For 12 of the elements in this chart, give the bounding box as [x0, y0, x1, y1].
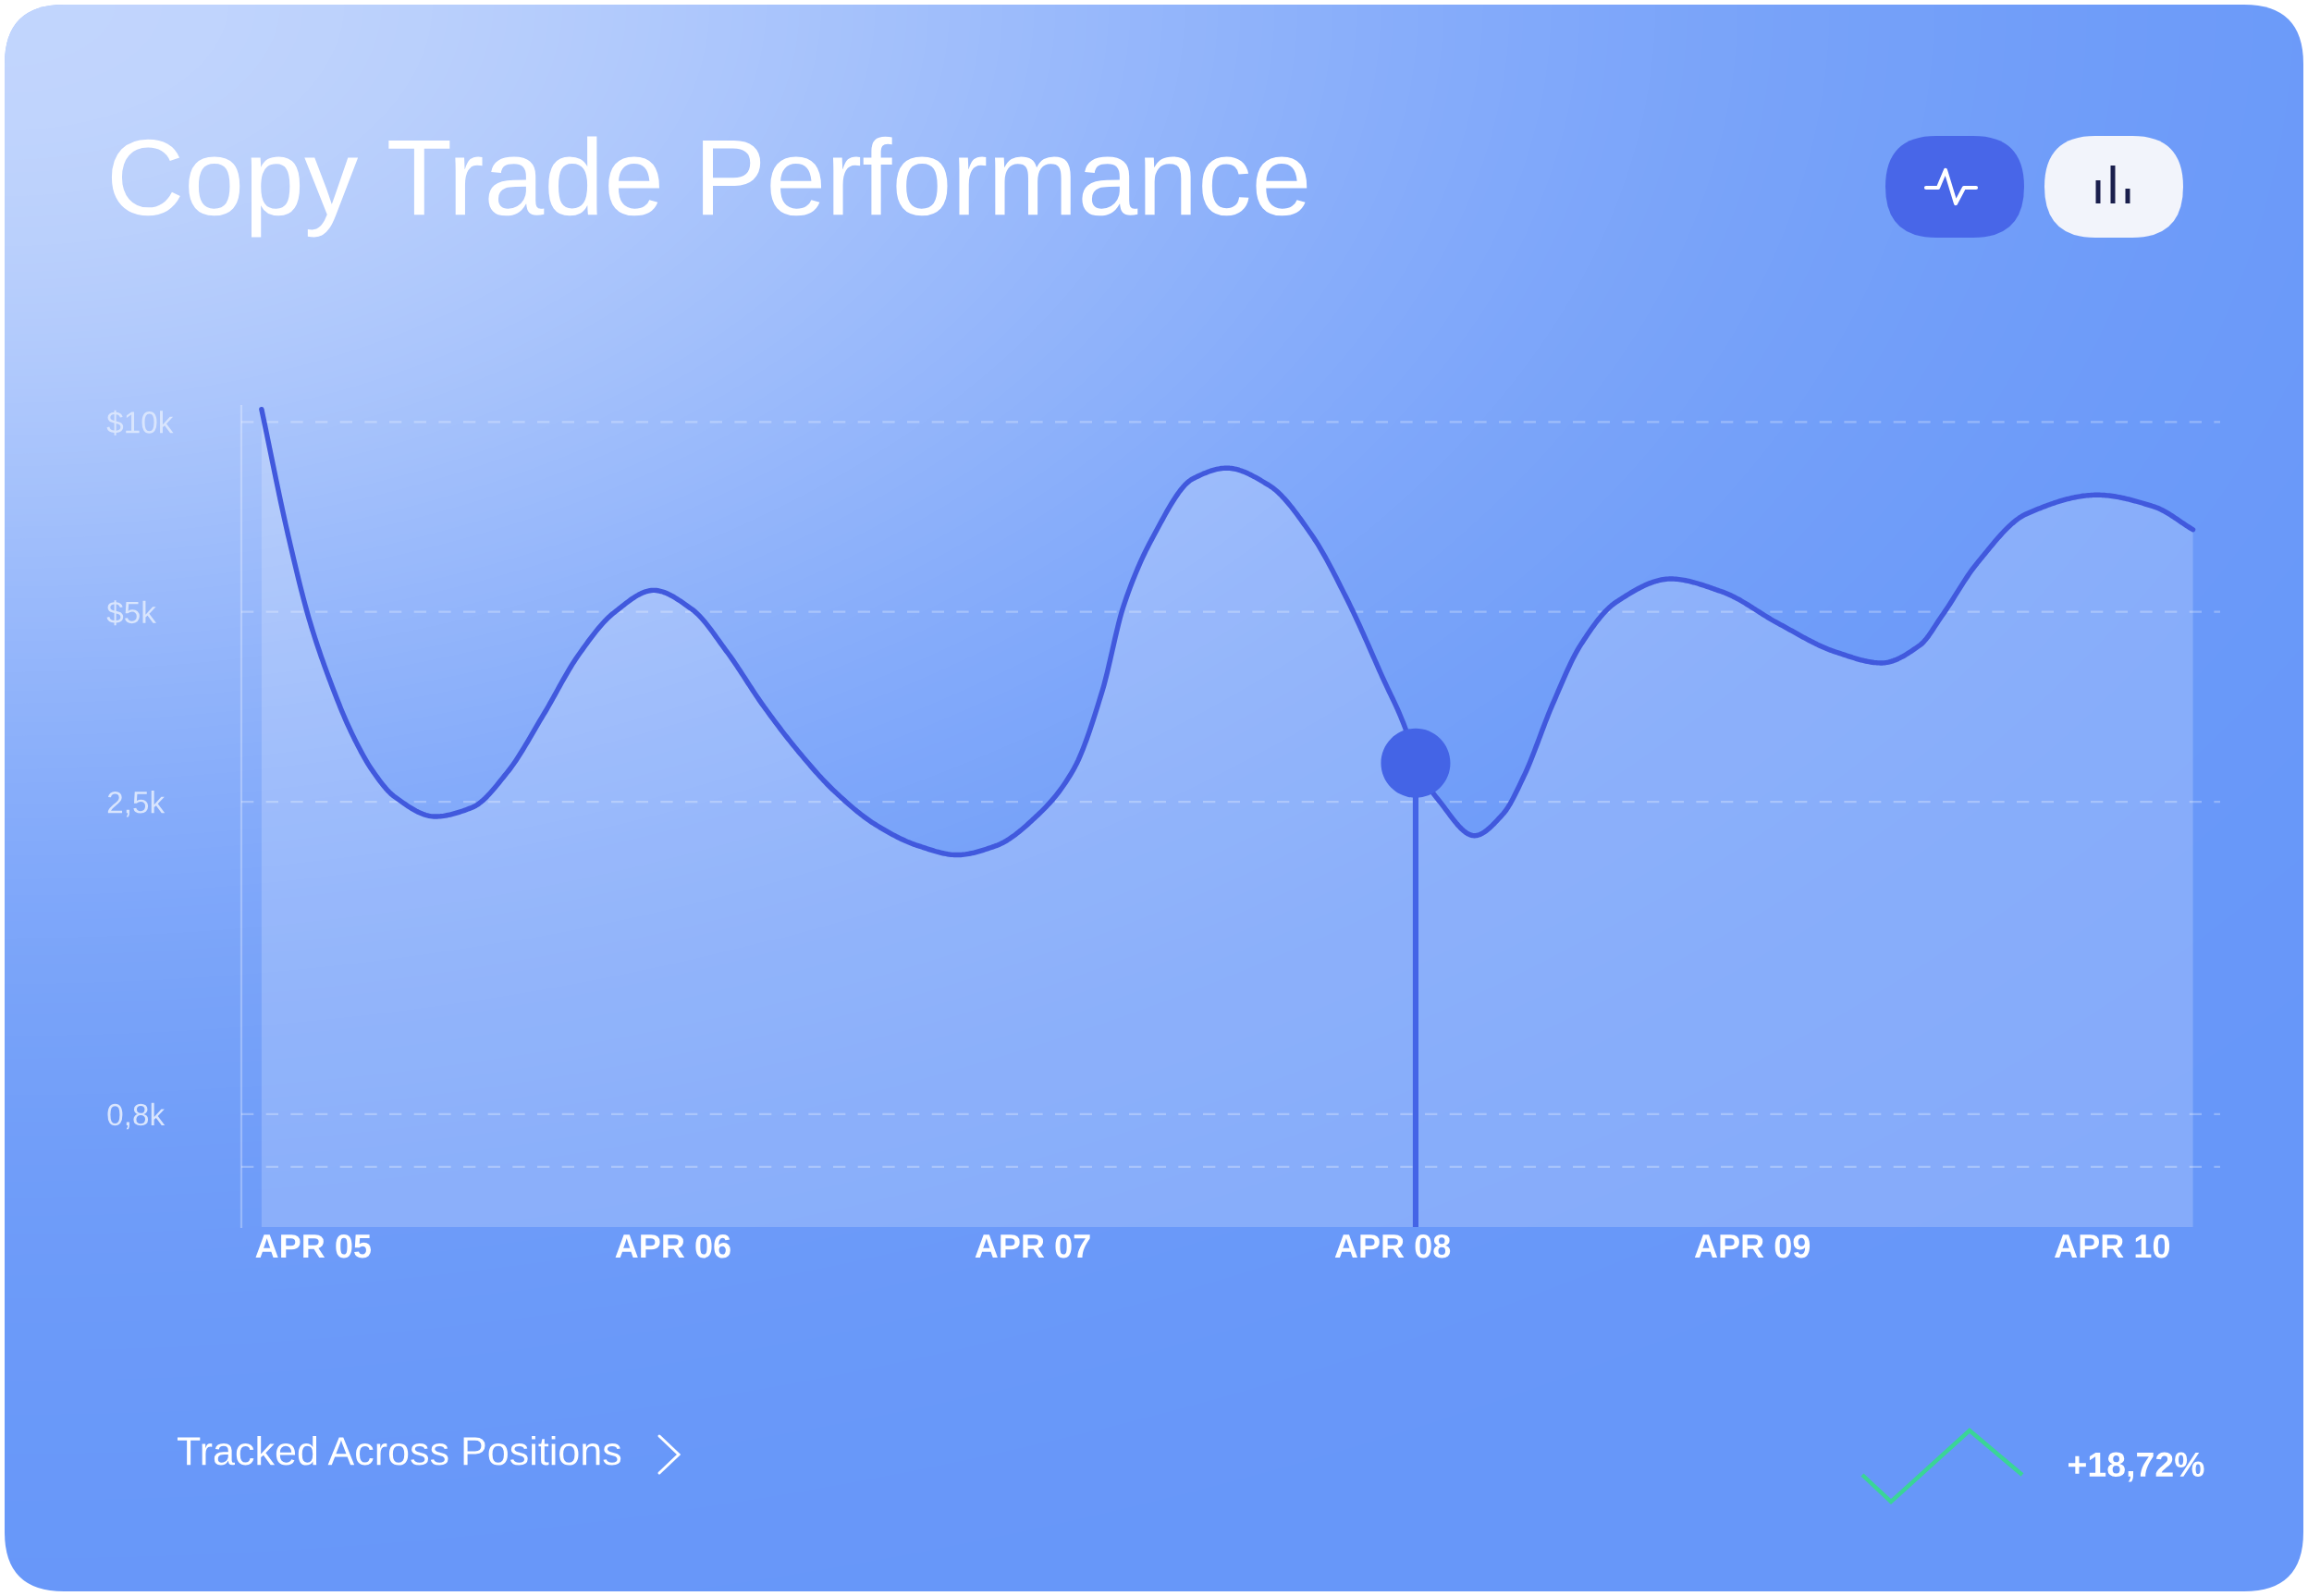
x-tick-label: APR 06: [615, 1234, 730, 1258]
x-tick-label: APR 07: [975, 1234, 1090, 1258]
text: +18,72%: [2069, 1452, 2204, 1482]
x-tick-label: APR 09: [1694, 1234, 1811, 1258]
x-tick-label: APR 08: [1334, 1234, 1451, 1258]
y-tick-label: $5k: [106, 600, 156, 626]
y-tick-label: 2,5k: [107, 791, 166, 817]
text: Tracked Across Positions: [177, 1435, 621, 1466]
y-tick-label: 0,8k: [107, 1102, 166, 1130]
x-tick-label: APR 10: [2054, 1234, 2170, 1258]
chart-title: Copy Trade Performance: [111, 136, 1307, 238]
x-tick-label: APR 05: [255, 1234, 372, 1258]
